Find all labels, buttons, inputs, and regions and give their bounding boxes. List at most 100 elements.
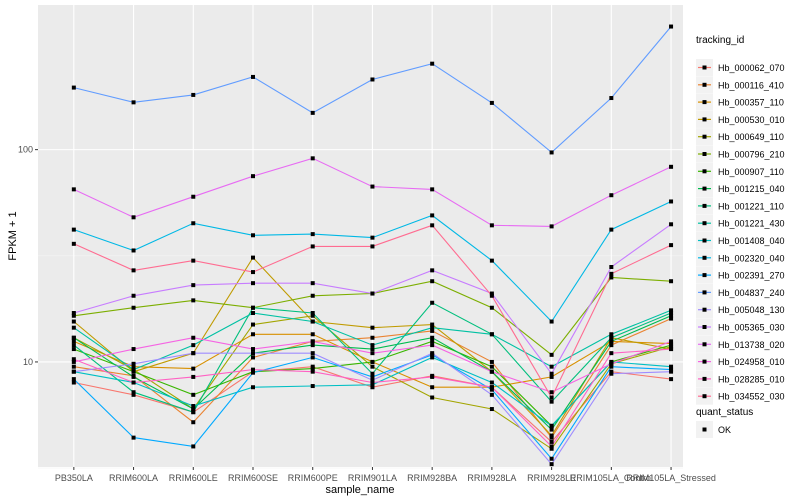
data-point [251,174,255,179]
data-point [131,392,136,397]
data-point [71,357,76,362]
y-tick-label: 100 [18,145,33,155]
data-point [430,322,435,327]
data-point [131,248,136,253]
x-axis: PB350LA RRIM600LA RRIM600LE RRIM600SE RRIM60… [55,467,716,483]
data-point [370,385,375,390]
x-tick-label: RRIM600SE [228,473,278,483]
legend-label: Hb_004837_240 [718,288,785,298]
data-point [489,293,494,298]
legend-label: Hb_034552_030 [718,392,785,402]
data-point [370,235,375,240]
data-point [430,187,435,192]
x-tick-label: RRIM928BA [407,473,457,483]
data-point [609,227,614,232]
legend-key-point [702,394,707,399]
legend: tracking_id Hb_000062_070Hb_000116_410Hb… [696,35,785,438]
data-point [71,313,76,318]
data-point [310,244,315,249]
data-point [310,343,315,348]
legend2-key-point [702,427,707,432]
data-point [370,378,375,383]
legend2-items: OK [696,421,731,438]
data-point [489,369,494,374]
data-point [609,343,614,348]
data-point [71,241,76,246]
data-point [191,258,196,263]
x-tick-label: RRIM600LE [169,473,218,483]
data-point [370,184,375,189]
legend-title: tracking_id [696,35,744,46]
data-point [310,384,315,389]
data-point [669,364,674,369]
legend-key-point [702,65,707,70]
data-point [310,366,315,371]
data-point [609,335,614,340]
data-point [489,380,494,385]
data-point [669,279,674,284]
data-point [71,187,76,192]
data-point [131,215,136,220]
data-point [71,325,76,330]
data-point [549,374,554,379]
data-point [191,283,196,288]
legend-label: Hb_000116_410 [718,80,784,90]
y-axis-title: FPKM + 1 [7,211,19,260]
legend-label: Hb_001408_040 [718,236,785,246]
data-point [370,347,375,352]
data-point [191,194,196,199]
data-point [549,390,554,395]
legend-key-point [702,325,707,329]
data-point [370,364,375,369]
data-point [191,351,196,356]
data-point [131,305,136,310]
data-point [370,325,375,330]
data-point [609,339,614,344]
data-point [310,369,315,374]
data-point [489,223,494,228]
data-point [609,351,614,356]
data-point [131,364,136,369]
data-point [131,390,136,395]
data-point [191,374,196,379]
data-point [251,281,255,286]
data-point [609,271,614,276]
legend-label: Hb_028285_010 [718,374,785,384]
legend-label: Hb_024958_010 [718,357,785,367]
data-point [310,319,315,324]
data-point [430,351,435,356]
data-point [489,291,494,296]
data-point [191,343,196,348]
data-point [251,311,255,316]
data-point [549,364,554,369]
x-tick-label: RRIM928LA [467,473,516,483]
data-point [430,339,435,344]
data-point [549,435,554,440]
data-point [549,371,554,376]
data-point [191,404,196,409]
x-tick-label: RRIM600PE [288,473,338,483]
data-point [71,311,76,316]
data-point [430,328,435,333]
data-point [191,366,196,371]
data-point [609,193,614,198]
legend-label: Hb_001215_040 [718,184,785,194]
data-point [489,364,494,369]
data-point [71,343,76,348]
legend-key-point [702,82,707,87]
data-point [669,313,674,318]
data-point [609,371,614,376]
data-point [191,298,196,303]
data-point [669,343,674,348]
data-point [489,387,494,392]
legend-label: Hb_001221_430 [718,219,785,229]
data-point [310,351,315,356]
data-point [251,270,255,275]
data-point [609,332,614,337]
data-point [131,369,136,374]
data-point [489,305,494,310]
legend-key-point [702,203,707,208]
data-point [549,446,554,451]
data-point [489,407,494,412]
data-point [251,347,255,352]
